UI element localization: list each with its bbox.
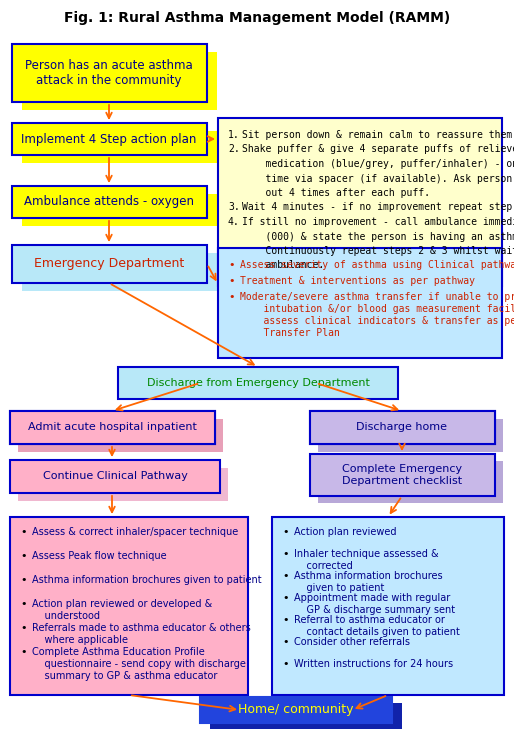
Text: Sit person down & remain calm to reassure them.: Sit person down & remain calm to reassur… <box>242 130 514 140</box>
Text: understood: understood <box>32 611 100 621</box>
Text: •: • <box>282 593 288 603</box>
Text: 2.: 2. <box>228 144 240 154</box>
Text: Implement 4 Step action plan: Implement 4 Step action plan <box>21 132 197 146</box>
Bar <box>18 419 223 452</box>
Bar <box>118 367 398 399</box>
Bar <box>10 460 220 493</box>
Bar <box>218 118 502 286</box>
Bar <box>318 419 503 452</box>
Bar <box>200 697 392 723</box>
Text: time via spacer (if available). Ask person to breath in &: time via spacer (if available). Ask pers… <box>242 173 514 184</box>
Text: corrected: corrected <box>294 561 353 571</box>
Bar <box>210 703 402 729</box>
Text: intubation &/or blood gas measurement facilities -: intubation &/or blood gas measurement fa… <box>240 304 514 314</box>
Text: Assess severity of asthma using Clinical pathway;: Assess severity of asthma using Clinical… <box>240 260 514 270</box>
Text: Transfer Plan: Transfer Plan <box>240 328 340 338</box>
Text: •: • <box>20 623 27 633</box>
Text: •: • <box>20 599 27 609</box>
Text: Continue Clinical Pathway: Continue Clinical Pathway <box>43 471 188 481</box>
Text: 4.: 4. <box>228 217 240 227</box>
Text: •: • <box>282 659 288 669</box>
Text: 3.: 3. <box>228 203 240 212</box>
Bar <box>10 517 248 695</box>
Bar <box>10 411 215 444</box>
Text: Person has an acute asthma
attack in the community: Person has an acute asthma attack in the… <box>25 59 193 87</box>
Text: Action plan reviewed or developed &: Action plan reviewed or developed & <box>32 599 212 609</box>
Text: Asthma information brochures given to patient: Asthma information brochures given to pa… <box>32 575 262 585</box>
Text: Discharge home: Discharge home <box>357 422 448 432</box>
Text: Written instructions for 24 hours: Written instructions for 24 hours <box>294 659 453 669</box>
Text: Wait 4 minutes - if no improvement repeat step 2.: Wait 4 minutes - if no improvement repea… <box>242 203 514 212</box>
Text: where applicable: where applicable <box>32 635 128 645</box>
Text: Shake puffer & give 4 separate puffs of reliever: Shake puffer & give 4 separate puffs of … <box>242 144 514 154</box>
Text: •: • <box>20 575 27 585</box>
Bar <box>310 411 495 444</box>
Text: •: • <box>20 527 27 537</box>
Text: Appointment made with regular: Appointment made with regular <box>294 593 450 603</box>
Bar <box>18 468 228 501</box>
Text: GP & discharge summary sent: GP & discharge summary sent <box>294 605 455 615</box>
Text: (000) & state the person is having an asthma attack.: (000) & state the person is having an as… <box>242 231 514 242</box>
Text: •: • <box>282 637 288 647</box>
Text: Complete Emergency
Department checklist: Complete Emergency Department checklist <box>342 464 462 486</box>
Text: Assess Peak flow technique: Assess Peak flow technique <box>32 551 167 561</box>
Text: Referrals made to asthma educator & others: Referrals made to asthma educator & othe… <box>32 623 251 633</box>
Text: Moderate/severe asthma transfer if unable to provide: Moderate/severe asthma transfer if unabl… <box>240 292 514 302</box>
Text: •: • <box>228 292 234 302</box>
Text: assess clinical indicators & transfer as per Asthma: assess clinical indicators & transfer as… <box>240 316 514 326</box>
Text: Ambulance attends - oxygen: Ambulance attends - oxygen <box>24 195 194 209</box>
Bar <box>218 248 502 358</box>
Text: questionnaire - send copy with discharge: questionnaire - send copy with discharge <box>32 659 246 669</box>
Text: •: • <box>282 571 288 581</box>
Text: Action plan reviewed: Action plan reviewed <box>294 527 396 537</box>
Text: contact details given to patient: contact details given to patient <box>294 627 460 637</box>
Bar <box>310 411 495 444</box>
Text: •: • <box>228 276 234 286</box>
Text: •: • <box>282 615 288 625</box>
Bar <box>12 44 207 102</box>
Text: Asthma information brochures: Asthma information brochures <box>294 571 443 581</box>
Text: Assess & correct inhaler/spacer technique: Assess & correct inhaler/spacer techniqu… <box>32 527 238 537</box>
Bar <box>272 517 504 695</box>
Text: summary to GP & asthma educator: summary to GP & asthma educator <box>32 671 217 681</box>
Bar <box>22 131 217 163</box>
Text: Inhaler technique assessed &: Inhaler technique assessed & <box>294 549 438 559</box>
Text: Continuously repeat steps 2 & 3 whilst waiting for: Continuously repeat steps 2 & 3 whilst w… <box>242 246 514 256</box>
Text: Discharge from Emergency Department: Discharge from Emergency Department <box>146 378 370 388</box>
Bar <box>12 245 207 283</box>
Bar <box>10 411 215 444</box>
Text: out 4 times after each puff.: out 4 times after each puff. <box>242 188 430 198</box>
Text: •: • <box>282 527 288 537</box>
Text: •: • <box>20 647 27 657</box>
Bar <box>22 52 217 110</box>
Text: Complete Asthma Education Profile: Complete Asthma Education Profile <box>32 647 205 657</box>
Bar <box>12 186 207 218</box>
Text: ambulance.: ambulance. <box>242 261 324 271</box>
Bar <box>318 461 503 503</box>
Text: Treatment & interventions as per pathway: Treatment & interventions as per pathway <box>240 276 475 286</box>
Text: •: • <box>20 551 27 561</box>
Bar <box>22 253 217 291</box>
Text: given to patient: given to patient <box>294 583 384 593</box>
Text: •: • <box>282 549 288 559</box>
Text: 1.: 1. <box>228 130 240 140</box>
Text: Consider other referrals: Consider other referrals <box>294 637 410 647</box>
Text: Referral to asthma educator or: Referral to asthma educator or <box>294 615 445 625</box>
Text: Emergency Department: Emergency Department <box>34 258 184 271</box>
Text: Fig. 1: Rural Asthma Management Model (RAMM): Fig. 1: Rural Asthma Management Model (R… <box>64 11 450 25</box>
Bar <box>310 454 495 496</box>
Bar <box>12 123 207 155</box>
Text: medication (blue/grey, puffer/inhaler) - one puff at a: medication (blue/grey, puffer/inhaler) -… <box>242 159 514 169</box>
Text: If still no improvement - call ambulance immediately: If still no improvement - call ambulance… <box>242 217 514 227</box>
Bar <box>22 194 217 226</box>
Text: •: • <box>228 260 234 270</box>
Text: Admit acute hospital inpatient: Admit acute hospital inpatient <box>28 422 196 432</box>
Text: Home/ community: Home/ community <box>238 703 354 717</box>
